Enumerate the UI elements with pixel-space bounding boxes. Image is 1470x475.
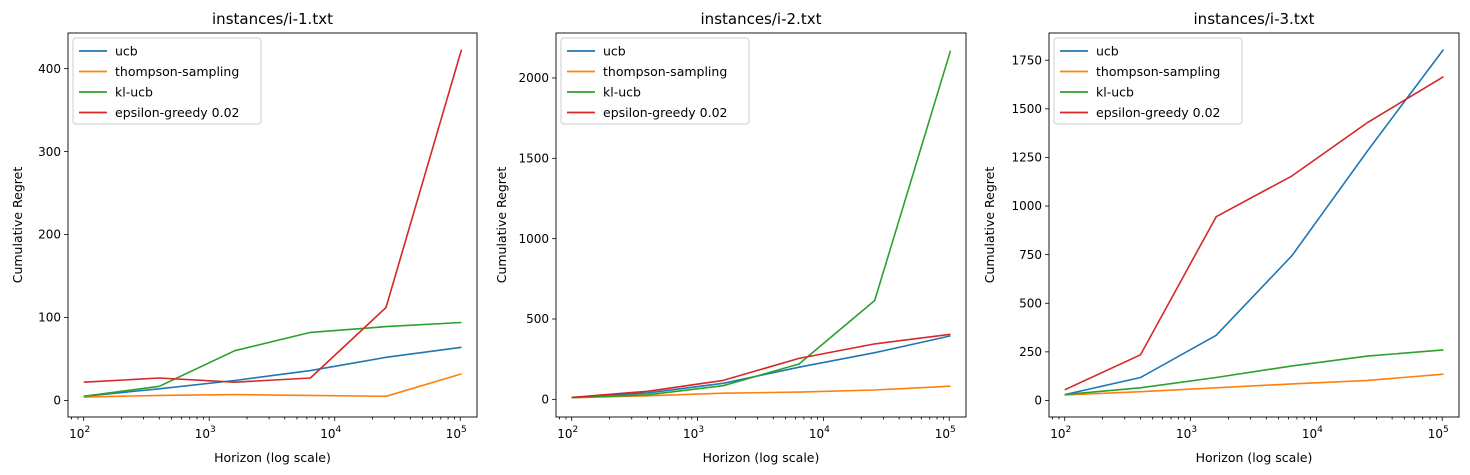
series-line-epsilon-greedy-0-02 — [571, 333, 951, 399]
legend-label: kl-ucb — [115, 85, 153, 100]
series-line-epsilon-greedy-0-02 — [1064, 76, 1444, 391]
series-line-kl-ucb — [571, 50, 952, 399]
legend-label: epsilon-greedy 0.02 — [1096, 105, 1220, 120]
y-tick-label: 2000 — [518, 71, 549, 85]
x-tick-label: 105 — [446, 425, 467, 441]
chart-title: instances/i-1.txt — [212, 10, 333, 28]
plot-frame — [1048, 32, 1460, 418]
legend: ucb thompson-sampling kl-ucb epsilon-greedy… — [560, 37, 750, 125]
legend-label: thompson-sampling — [603, 64, 727, 79]
y-tick-label: 500 — [526, 312, 549, 326]
x-tick-exponent: 4 — [824, 425, 830, 435]
legend-label: kl-ucb — [603, 85, 641, 100]
plot-frame — [555, 32, 967, 418]
x-tick-label: 104 — [809, 425, 830, 441]
x-tick-exponent: 4 — [1317, 425, 1323, 435]
y-tick-label: 1500 — [1011, 102, 1042, 116]
y-tick-label: 0 — [53, 394, 61, 408]
series-line-thompson-sampling — [571, 385, 951, 399]
y-tick-label: 1750 — [1011, 53, 1042, 67]
y-tick-label: 0 — [1034, 394, 1042, 408]
series-line-kl-ucb — [1064, 349, 1444, 396]
y-axis-label: Cumulative Regret — [10, 167, 25, 284]
x-tick-exponent: 4 — [335, 425, 341, 435]
x-tick-label: 105 — [1428, 425, 1449, 441]
x-tick-label: 102 — [69, 425, 90, 441]
y-tick-label: 0 — [541, 393, 549, 407]
x-tick-label: 103 — [1176, 425, 1197, 441]
chart-panel-1: instances/i-1.txt 102 103 104 105 0 100 200 300 4… — [10, 10, 478, 465]
legend-label: ucb — [1096, 44, 1119, 59]
legend-label: kl-ucb — [1096, 85, 1134, 100]
chart-panel-2: instances/i-2.txt 102 103 104 105 0 500 1000 150… — [494, 10, 967, 465]
x-tick-label: 104 — [1302, 425, 1323, 441]
x-tick-exponent: 3 — [698, 425, 704, 435]
x-tick-exponent: 2 — [572, 425, 578, 435]
legend-label: ucb — [115, 44, 138, 59]
y-axis-label: Cumulative Regret — [982, 167, 997, 284]
y-tick-label: 250 — [1019, 345, 1042, 359]
y-tick-label: 200 — [38, 228, 61, 242]
y-tick-label: 1000 — [1011, 199, 1042, 213]
legend-box — [1053, 37, 1243, 125]
y-axis-label: Cumulative Regret — [494, 167, 509, 284]
series-line-thompson-sampling — [1064, 373, 1444, 396]
x-tick-label: 102 — [557, 425, 578, 441]
x-tick-exponent: 3 — [210, 425, 216, 435]
x-tick-exponent: 5 — [950, 425, 956, 435]
x-tick-exponent: 5 — [1443, 425, 1449, 435]
y-tick-label: 1500 — [518, 152, 549, 166]
y-tick-label: 500 — [1019, 296, 1042, 310]
x-axis-label: Horizon (log scale) — [703, 450, 820, 465]
y-tick-label: 400 — [38, 62, 61, 76]
x-tick-label: 105 — [935, 425, 956, 441]
x-tick-label: 104 — [320, 425, 341, 441]
series-line-ucb — [571, 335, 951, 399]
legend: ucb thompson-sampling kl-ucb epsilon-greedy… — [1053, 37, 1243, 125]
legend-label: ucb — [603, 44, 626, 59]
series-line-ucb — [83, 346, 462, 398]
series-line-epsilon-greedy-0-02 — [83, 49, 463, 384]
x-tick-exponent: 2 — [1065, 425, 1071, 435]
series-line-kl-ucb — [83, 321, 462, 398]
chart-panel-3: instances/i-3.txt 102 103 104 105 0 250 500 750 1… — [982, 10, 1460, 465]
legend: ucb thompson-sampling kl-ucb epsilon-greedy… — [72, 37, 262, 125]
legend-box — [72, 37, 262, 125]
chart-title: instances/i-2.txt — [701, 10, 822, 28]
plot-frame — [67, 32, 478, 418]
legend-label: thompson-sampling — [115, 64, 239, 79]
y-tick-label: 750 — [1019, 248, 1042, 262]
series-line-ucb — [1064, 49, 1445, 396]
y-tick-label: 1000 — [518, 232, 549, 246]
x-tick-label: 103 — [683, 425, 704, 441]
x-axis-label: Horizon (log scale) — [214, 450, 331, 465]
legend-label: thompson-sampling — [1096, 64, 1220, 79]
y-tick-label: 100 — [38, 311, 61, 325]
legend-label: epsilon-greedy 0.02 — [115, 105, 239, 120]
x-tick-label: 102 — [1050, 425, 1071, 441]
x-axis-label: Horizon (log scale) — [1196, 450, 1313, 465]
x-tick-exponent: 5 — [461, 425, 467, 435]
x-tick-exponent: 2 — [84, 425, 90, 435]
y-tick-label: 1250 — [1011, 151, 1042, 165]
legend-box — [560, 37, 750, 125]
y-tick-label: 300 — [38, 145, 61, 159]
x-tick-exponent: 3 — [1191, 425, 1197, 435]
series-line-thompson-sampling — [83, 373, 462, 398]
chart-title: instances/i-3.txt — [1194, 10, 1315, 28]
x-tick-label: 103 — [195, 425, 216, 441]
legend-label: epsilon-greedy 0.02 — [603, 105, 727, 120]
